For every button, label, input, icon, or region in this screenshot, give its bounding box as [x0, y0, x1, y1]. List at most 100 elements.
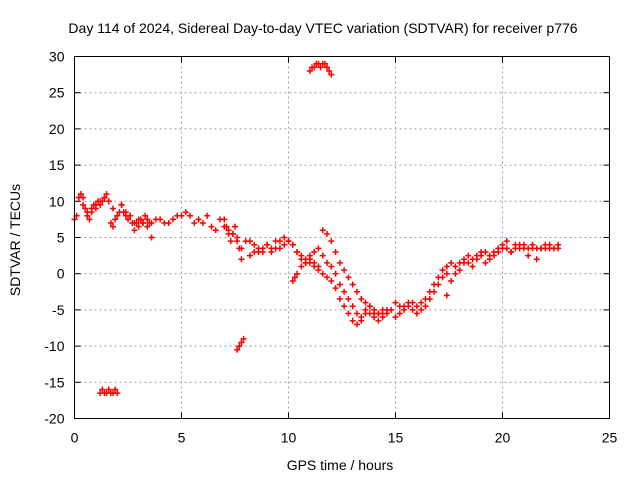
data-point [298, 256, 305, 263]
series-early-cluster [71, 191, 155, 241]
data-point [409, 299, 416, 306]
data-point [405, 303, 412, 310]
data-point [375, 317, 382, 324]
data-point [255, 245, 262, 252]
data-point [379, 310, 386, 317]
data-point [281, 241, 288, 248]
data-point [315, 263, 322, 270]
data-point [345, 296, 352, 303]
data-point [332, 285, 339, 292]
y-tick-label: 15 [49, 157, 65, 173]
series-late-arcs [392, 238, 562, 321]
data-point [289, 277, 296, 284]
data-point [328, 71, 335, 78]
data-point [92, 205, 99, 212]
data-point [490, 252, 497, 259]
data-point [418, 306, 425, 313]
y-tick-label: -15 [44, 374, 64, 390]
data-point [221, 216, 228, 223]
data-point [144, 216, 151, 223]
data-point [285, 238, 292, 245]
data-point [482, 259, 489, 266]
x-tick-label: 20 [495, 430, 511, 446]
data-point [452, 270, 459, 277]
data-point [246, 252, 253, 259]
data-point [112, 216, 119, 223]
data-point [135, 223, 142, 230]
data-point [281, 234, 288, 241]
data-point [165, 220, 172, 227]
data-point [86, 216, 93, 223]
data-point [306, 256, 313, 263]
data-point [336, 296, 343, 303]
data-point [332, 270, 339, 277]
data-point [204, 212, 211, 219]
data-point [486, 256, 493, 263]
data-point [251, 241, 258, 248]
data-point [276, 245, 283, 252]
data-point [396, 310, 403, 317]
data-point [294, 270, 301, 277]
data-point [456, 267, 463, 274]
x-tick-label: 5 [178, 430, 186, 446]
data-point [236, 245, 243, 252]
data-point [139, 220, 146, 227]
data-point [362, 299, 369, 306]
data-point [291, 274, 298, 281]
data-point [289, 241, 296, 248]
data-point [426, 296, 433, 303]
y-tick-label: -10 [44, 338, 64, 354]
data-point [321, 60, 328, 67]
data-point [443, 270, 450, 277]
data-point [345, 274, 352, 281]
data-point [107, 220, 114, 227]
data-point [533, 256, 540, 263]
data-point [336, 281, 343, 288]
data-point [358, 296, 365, 303]
data-point [101, 194, 108, 201]
data-point [362, 306, 369, 313]
data-point [157, 216, 164, 223]
grid [74, 56, 610, 419]
data-point [349, 317, 356, 324]
data-point [105, 386, 112, 393]
data-point [110, 205, 117, 212]
data-point [482, 248, 489, 255]
data-point [525, 252, 532, 259]
data-point [326, 67, 333, 74]
data-point [114, 212, 121, 219]
data-point [212, 227, 219, 234]
data-point [311, 64, 318, 71]
data-point [169, 216, 176, 223]
series-main-trend [75, 194, 562, 328]
data-point [319, 270, 326, 277]
data-point [232, 223, 238, 230]
data-point [503, 238, 510, 245]
data-point [77, 191, 84, 198]
series-descending-arcs [221, 216, 390, 324]
data-point [324, 274, 331, 281]
data-point [435, 281, 442, 288]
data-point [336, 259, 343, 266]
data-point [465, 252, 472, 259]
x-tick-label: 10 [281, 430, 297, 446]
data-point [473, 256, 480, 263]
data-point [345, 310, 352, 317]
data-point [413, 310, 420, 317]
data-point [542, 245, 549, 252]
data-point [240, 335, 247, 342]
x-tick-label: 15 [388, 430, 404, 446]
data-point [349, 303, 356, 310]
data-point [353, 310, 360, 317]
data-point [317, 64, 324, 71]
y-axis: -20 -15 -10 -5 0 5 10 15 20 25 30 [44, 49, 610, 427]
data-point [469, 263, 476, 270]
data-point [144, 223, 151, 230]
data-point [341, 288, 348, 295]
data-point [448, 259, 455, 266]
data-point [371, 306, 378, 313]
data-point [366, 303, 373, 310]
x-tick-label: 25 [602, 430, 618, 446]
x-tick-label: 0 [71, 430, 79, 446]
